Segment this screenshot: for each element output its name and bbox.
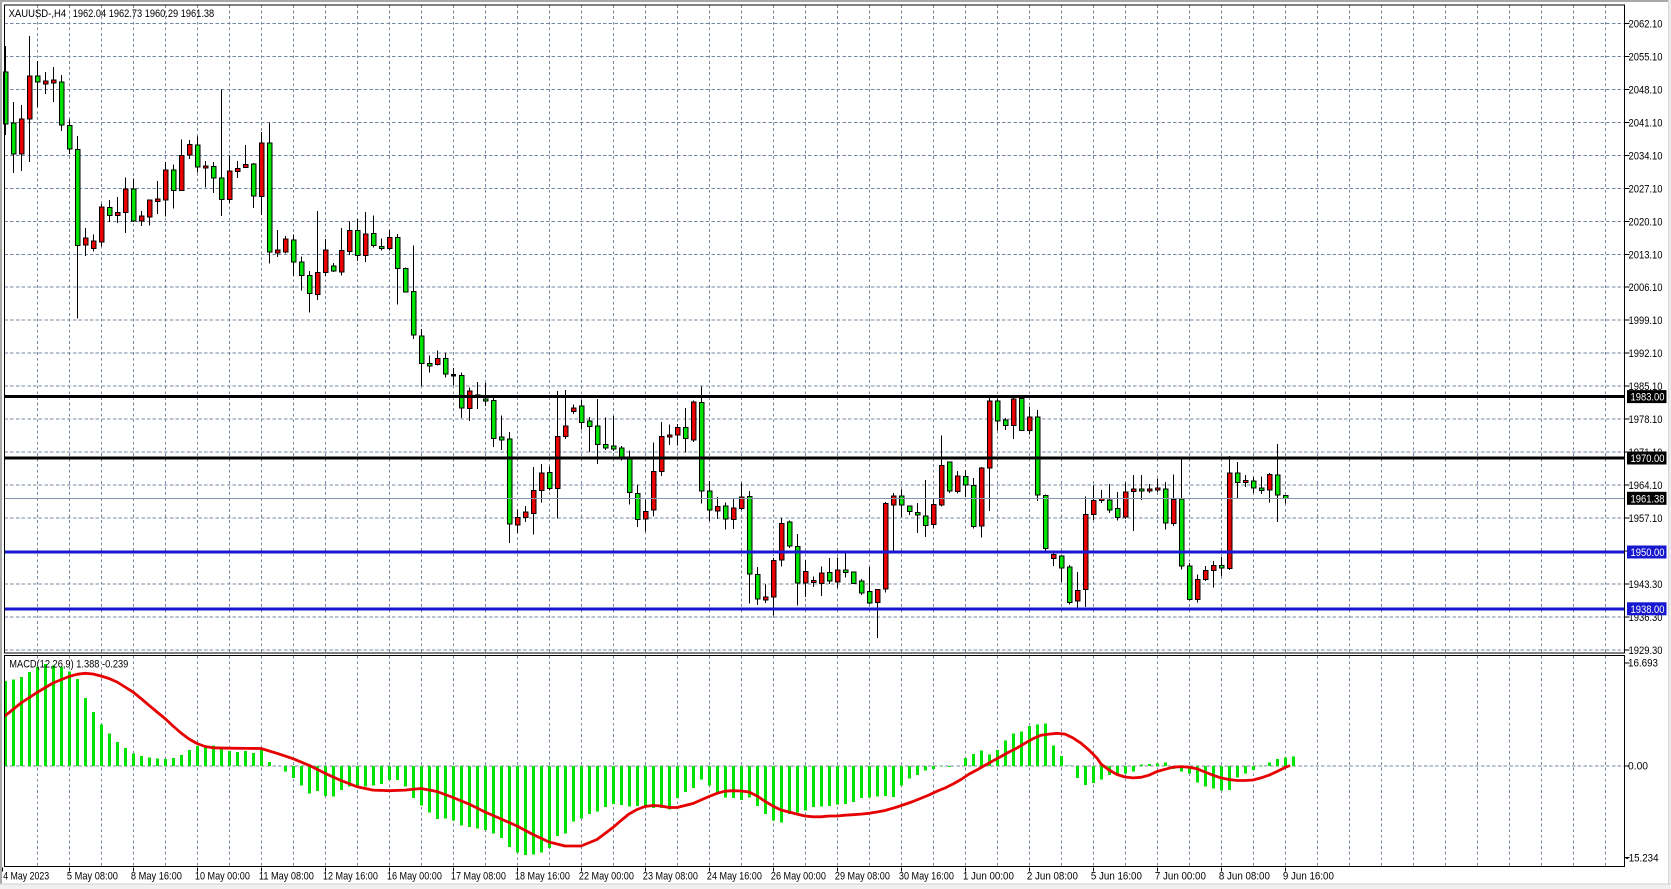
svg-text:1978.10: 1978.10 <box>1629 414 1663 426</box>
svg-text:1957.10: 1957.10 <box>1629 513 1663 525</box>
svg-text:30 May 16:00: 30 May 16:00 <box>899 871 954 883</box>
svg-text:2013.10: 2013.10 <box>1629 249 1663 261</box>
svg-text:1970.00: 1970.00 <box>1631 453 1665 465</box>
svg-text:1929.30: 1929.30 <box>1629 645 1663 657</box>
svg-text:1983.00: 1983.00 <box>1631 392 1665 404</box>
svg-text:2006.10: 2006.10 <box>1629 282 1663 294</box>
svg-text:MACD(12,26,9) 1.388 -0.239: MACD(12,26,9) 1.388 -0.239 <box>9 659 128 671</box>
svg-text:11 May 08:00: 11 May 08:00 <box>259 871 314 883</box>
svg-text:18 May 16:00: 18 May 16:00 <box>515 871 570 883</box>
svg-text:22 May 00:00: 22 May 00:00 <box>579 871 634 883</box>
svg-text:2 Jun 08:00: 2 Jun 08:00 <box>1027 871 1078 883</box>
svg-text:2027.10: 2027.10 <box>1629 183 1663 195</box>
svg-text:16.693: 16.693 <box>1628 658 1658 670</box>
svg-text:2041.10: 2041.10 <box>1629 117 1663 129</box>
svg-text:23 May 08:00: 23 May 08:00 <box>643 871 698 883</box>
svg-text:10 May 00:00: 10 May 00:00 <box>195 871 250 883</box>
svg-text:2020.10: 2020.10 <box>1629 216 1663 228</box>
svg-text:8 Jun 08:00: 8 Jun 08:00 <box>1219 871 1270 883</box>
svg-text:29 May 08:00: 29 May 08:00 <box>835 871 890 883</box>
svg-text:1961.38: 1961.38 <box>1631 493 1665 505</box>
svg-text:5 May 08:00: 5 May 08:00 <box>67 871 118 883</box>
svg-text:1992.10: 1992.10 <box>1629 348 1663 360</box>
svg-text:1964.10: 1964.10 <box>1629 480 1663 492</box>
svg-text:5 Jun 16:00: 5 Jun 16:00 <box>1091 871 1142 883</box>
svg-text:1938.00: 1938.00 <box>1631 604 1665 616</box>
svg-text:1962.04 1962.73 1960.29 1961.3: 1962.04 1962.73 1960.29 1961.38 <box>73 8 215 20</box>
svg-text:1 Jun 00:00: 1 Jun 00:00 <box>963 871 1014 883</box>
svg-text:16 May 00:00: 16 May 00:00 <box>387 871 442 883</box>
svg-text:2055.10: 2055.10 <box>1629 51 1663 63</box>
svg-text:1943.30: 1943.30 <box>1629 579 1663 591</box>
svg-text:0.00: 0.00 <box>1628 761 1648 773</box>
svg-text:1950.00: 1950.00 <box>1631 547 1665 559</box>
svg-text:2062.10: 2062.10 <box>1629 18 1663 30</box>
svg-text:8 May 16:00: 8 May 16:00 <box>131 871 182 883</box>
svg-text:24 May 16:00: 24 May 16:00 <box>707 871 762 883</box>
svg-text:12 May 16:00: 12 May 16:00 <box>323 871 378 883</box>
svg-text:-15.234: -15.234 <box>1626 852 1659 864</box>
svg-text:4 May 2023: 4 May 2023 <box>3 871 49 883</box>
svg-text:2034.10: 2034.10 <box>1629 150 1663 162</box>
svg-text:XAUUSD-,H4: XAUUSD-,H4 <box>9 8 67 20</box>
svg-text:2048.10: 2048.10 <box>1629 84 1663 96</box>
svg-text:17 May 08:00: 17 May 08:00 <box>451 871 506 883</box>
svg-text:9 Jun 16:00: 9 Jun 16:00 <box>1283 871 1334 883</box>
svg-text:26 May 00:00: 26 May 00:00 <box>771 871 826 883</box>
svg-text:1999.10: 1999.10 <box>1629 315 1663 327</box>
svg-text:7 Jun 00:00: 7 Jun 00:00 <box>1155 871 1206 883</box>
